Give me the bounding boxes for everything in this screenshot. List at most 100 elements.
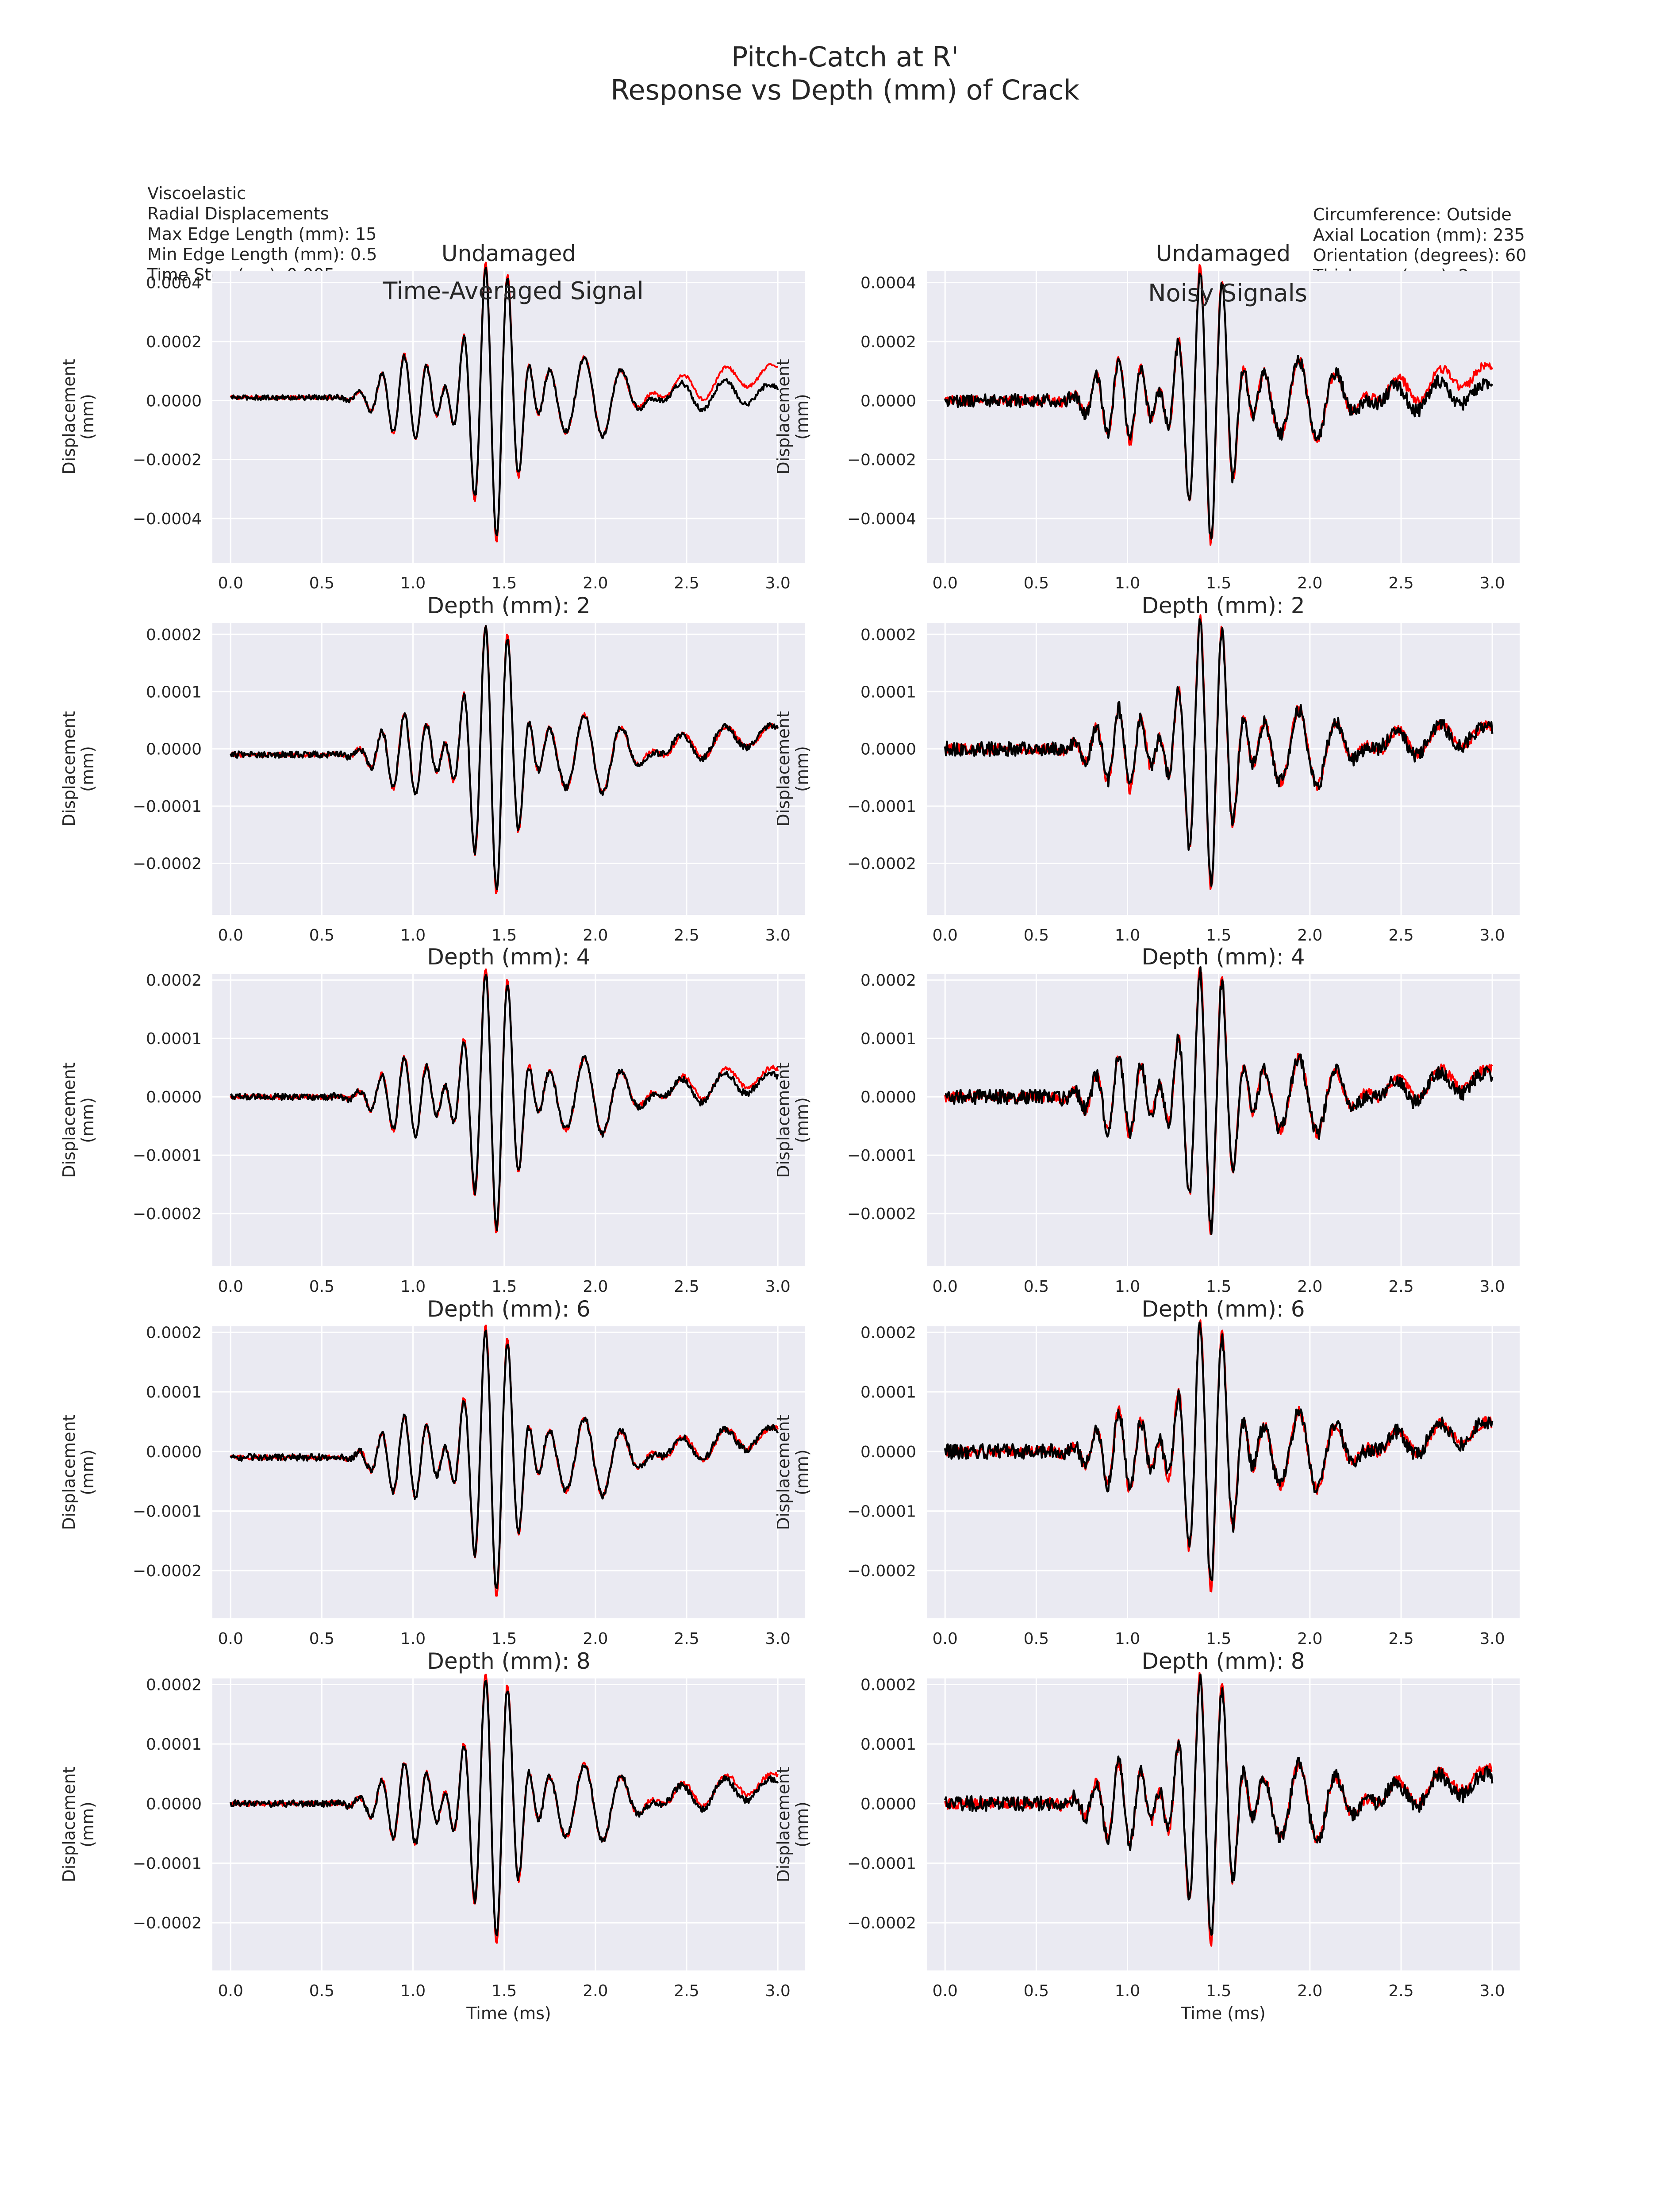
panel-title: Depth (mm): 8 [1141,1648,1305,1674]
plot-area [927,1678,1520,1970]
y-tick-label: −0.0002 [133,1914,202,1932]
y-tick-label: 0.0002 [146,972,202,990]
x-tick-label: 2.5 [674,574,699,592]
y-tick-label: −0.0002 [847,451,916,469]
figure-title-line1: Pitch-Catch at R' [731,41,959,73]
annotation-left-line: Min Edge Length (mm): 0.5 [147,245,377,264]
x-tick-label: 0.5 [1024,1630,1049,1648]
figure-title-line2: Response vs Depth (mm) of Crack [611,74,1079,106]
y-tick-label: 0.0000 [860,1443,916,1461]
y-tick-label: −0.0001 [133,1855,202,1873]
x-tick-label: 2.0 [1297,1982,1322,2000]
y-tick-label: −0.0001 [133,1147,202,1165]
plot-area [212,1678,805,1970]
panel-title: Depth (mm): 6 [1141,1296,1305,1322]
plot-area [927,623,1520,915]
x-tick-label: 0.0 [218,1630,243,1648]
x-tick-label: 1.5 [1206,926,1231,945]
panel: 0.0 0.5 1.0 1.5 2.0 2.5 3.0 −0.0002 −0.0001 0.000… [59,593,805,945]
x-tick-label: 2.0 [583,1278,608,1296]
series-black-line [230,266,779,536]
x-tick-label: 1.5 [1206,1630,1231,1648]
x-tick-label: 3.0 [765,574,791,592]
x-tick-label: 2.0 [583,926,608,945]
x-tick-label: 0.0 [218,926,243,945]
x-tick-label: 2.0 [1297,574,1322,592]
y-axis-label: Displacement(mm) [774,359,812,474]
y-tick-label: 0.0004 [146,274,202,292]
x-tick-label: 1.0 [1115,1630,1140,1648]
y-tick-label: 0.0000 [146,1443,202,1461]
x-tick-label: 1.5 [492,1630,517,1648]
panel-title: Depth (mm): 6 [427,1296,590,1322]
x-axis-label: Time (ms) [466,2004,551,2023]
x-tick-label: 3.0 [1480,1982,1505,2000]
y-tick-label: 0.0000 [146,1088,202,1106]
x-tick-label: 2.5 [674,1630,699,1648]
x-tick-label: 1.0 [400,1278,426,1296]
x-tick-label: 0.5 [1024,574,1049,592]
series-black-line [230,974,779,1231]
x-tick-label: 0.0 [933,1630,958,1648]
y-axis-label: Displacement(mm) [59,1414,97,1530]
y-axis-label: Displacement(mm) [774,1062,812,1178]
x-tick-label: 2.5 [674,1278,699,1296]
y-tick-label: 0.0000 [146,392,202,410]
y-axis-label: Displacement(mm) [774,1414,812,1530]
series-black-line [230,1329,779,1589]
panel: 0.0 0.5 1.0 1.5 2.0 2.5 3.0 −0.0002 −0.0001 0.000… [59,1648,805,2023]
y-tick-label: 0.0002 [146,1676,202,1694]
y-tick-label: 0.0004 [860,274,916,292]
x-tick-label: 1.0 [400,1630,426,1648]
plot-area [927,974,1520,1266]
column-title-right: Noisy Signals [1148,279,1307,307]
panel-title: Depth (mm): 4 [1141,944,1305,970]
x-tick-label: 0.5 [309,1982,334,2000]
x-tick-label: 1.0 [1115,926,1140,945]
series-black-line [944,1321,1494,1581]
column-title-left: Time-Averaged Signal [382,277,644,305]
plot-area [212,974,805,1266]
y-tick-label: 0.0002 [860,333,916,351]
y-tick-label: −0.0002 [847,1562,916,1580]
panel-title: Depth (mm): 4 [427,944,590,970]
y-tick-label: −0.0004 [133,510,202,528]
x-tick-label: 0.5 [309,926,334,945]
x-tick-label: 2.5 [1388,574,1413,592]
y-tick-label: −0.0004 [847,510,916,528]
x-tick-label: 2.5 [1388,1278,1413,1296]
annotation-left-line: Max Edge Length (mm): 15 [147,224,376,244]
plot-area [212,623,805,915]
x-tick-label: 1.5 [1206,574,1231,592]
y-tick-label: 0.0001 [860,1383,916,1402]
y-tick-label: −0.0002 [847,855,916,873]
panel: 0.0 0.5 1.0 1.5 2.0 2.5 3.0 −0.0004 −0.0002 0.000… [774,241,1520,592]
annotation-left-line: Radial Displacements [147,204,329,223]
y-tick-label: 0.0000 [146,1795,202,1813]
y-tick-label: 0.0001 [146,1030,202,1048]
x-tick-label: 2.0 [583,1982,608,2000]
x-tick-label: 1.0 [400,574,426,592]
y-tick-label: 0.0000 [860,392,916,410]
y-tick-label: 0.0002 [860,972,916,990]
x-tick-label: 3.0 [1480,1630,1505,1648]
x-tick-label: 1.0 [1115,1278,1140,1296]
x-tick-label: 2.0 [583,1630,608,1648]
y-tick-label: 0.0000 [860,1795,916,1813]
y-tick-label: −0.0002 [133,855,202,873]
y-tick-label: −0.0002 [133,1205,202,1223]
panel-title: Undamaged [442,241,576,266]
panel: 0.0 0.5 1.0 1.5 2.0 2.5 3.0 −0.0002 −0.0001 0.000… [774,1296,1520,1648]
x-tick-label: 2.0 [1297,1278,1322,1296]
annotation-right-line: Orientation (degrees): 60 [1313,246,1526,265]
x-tick-label: 3.0 [765,1630,791,1648]
y-tick-label: −0.0001 [847,798,916,816]
y-tick-label: 0.0001 [860,1030,916,1048]
x-tick-label: 0.0 [933,1278,958,1296]
series-black-line [945,966,1494,1235]
x-tick-label: 1.5 [1206,1982,1231,2000]
x-tick-label: 2.5 [1388,1630,1413,1648]
panel: 0.0 0.5 1.0 1.5 2.0 2.5 3.0 −0.0002 −0.0001 0.000… [59,1296,805,1648]
x-tick-label: 1.0 [1115,574,1140,592]
y-tick-label: −0.0001 [133,798,202,816]
